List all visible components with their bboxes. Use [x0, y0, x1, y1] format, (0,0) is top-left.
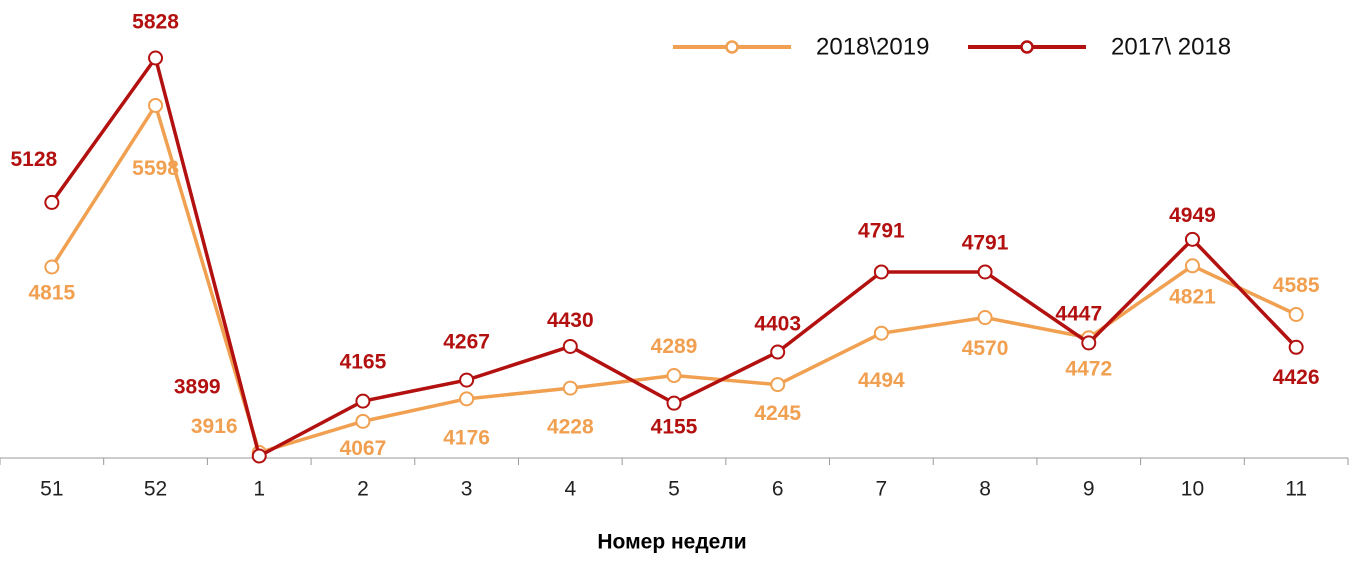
- point: [1288, 306, 1304, 322]
- data-label: 5128: [10, 148, 57, 171]
- legend-label: 2018\2019: [816, 33, 929, 60]
- data-label: 4791: [858, 220, 905, 243]
- point: [873, 264, 889, 280]
- point: [562, 338, 578, 354]
- data-label: 4472: [1065, 357, 1112, 380]
- data-label: 4155: [651, 416, 698, 439]
- point: [148, 97, 164, 113]
- data-label: 4176: [443, 426, 490, 449]
- data-label: 4426: [1273, 366, 1320, 389]
- legend-label: 2017\ 2018: [1111, 33, 1231, 60]
- x-tick-label: 52: [144, 478, 167, 501]
- x-tick-label: 2: [357, 478, 369, 501]
- point: [251, 448, 267, 464]
- data-label: 4570: [962, 337, 1009, 360]
- data-label: 4289: [651, 335, 698, 358]
- point: [1184, 231, 1200, 247]
- point: [148, 50, 164, 66]
- data-label: 4949: [1169, 204, 1216, 227]
- data-label: 4403: [754, 313, 801, 336]
- x-tick-label: 6: [772, 478, 784, 501]
- x-tick-label: 5: [668, 478, 680, 501]
- data-label: 4821: [1169, 285, 1216, 308]
- x-axis-title: Номер недели: [597, 531, 746, 554]
- x-tick-label: 7: [876, 478, 888, 501]
- x-tick-label: 4: [564, 478, 576, 501]
- point: [44, 259, 60, 275]
- point: [873, 325, 889, 341]
- data-label: 4430: [547, 309, 594, 332]
- point: [977, 310, 993, 326]
- data-label: 4165: [340, 351, 387, 374]
- data-label: 4815: [28, 282, 75, 305]
- data-label: 4228: [547, 416, 594, 439]
- point: [459, 372, 475, 388]
- x-tick-label: 10: [1181, 478, 1204, 501]
- point: [666, 395, 682, 411]
- data-label: 4067: [340, 437, 387, 460]
- legend-marker: [725, 40, 739, 54]
- point: [770, 344, 786, 360]
- point: [459, 391, 475, 407]
- x-tick-label: 51: [40, 478, 63, 501]
- data-label: 3916: [191, 415, 238, 438]
- legend-marker: [1020, 40, 1034, 54]
- data-label: 4791: [962, 232, 1009, 255]
- data-label: 4245: [754, 402, 801, 425]
- x-tick-label: 11: [1285, 478, 1307, 501]
- point: [666, 368, 682, 384]
- x-tick-label: 8: [979, 478, 991, 501]
- x-tick-label: 9: [1083, 478, 1095, 501]
- point: [355, 393, 371, 409]
- data-label: 4447: [1055, 302, 1102, 325]
- data-label: 4585: [1273, 274, 1320, 297]
- point: [770, 377, 786, 393]
- point: [977, 264, 993, 280]
- data-label: 4494: [858, 369, 905, 392]
- data-label: 5828: [132, 11, 179, 34]
- point: [562, 380, 578, 396]
- point: [1184, 258, 1200, 274]
- point: [44, 194, 60, 210]
- data-label: 5598: [132, 157, 179, 180]
- x-tick-label: 3: [461, 478, 473, 501]
- point: [355, 413, 371, 429]
- data-label: 3899: [174, 376, 221, 399]
- data-label: 4267: [443, 331, 490, 354]
- x-tick-label: 1: [253, 478, 265, 501]
- point: [1081, 335, 1097, 351]
- point: [1288, 339, 1304, 355]
